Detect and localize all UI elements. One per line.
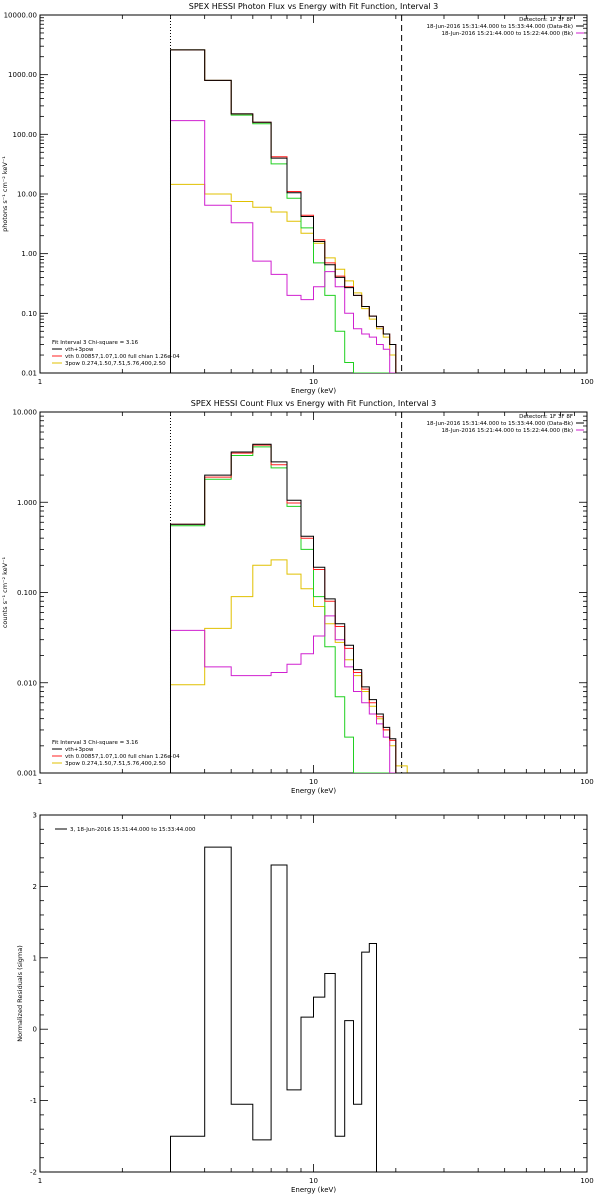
y-tick-label: 100.00: [13, 131, 38, 139]
x-tick-label: 100: [580, 778, 593, 786]
series-line: [170, 615, 418, 773]
x-tick-label: 100: [580, 1177, 593, 1185]
x-tick-label: 1: [38, 378, 42, 386]
y-tick-label: 2: [33, 883, 37, 891]
y-tick-label: -2: [30, 1169, 37, 1177]
series-line: [170, 443, 418, 773]
legend-fit-title: Fit Interval 3 Chi-square = 3.16: [52, 340, 139, 346]
chart-title: SPEX HESSI Photon Flux vs Energy with Fi…: [189, 2, 439, 11]
chart-panel-1: SPEX HESSI Photon Flux vs Energy with Fi…: [1, 2, 594, 395]
y-tick-label: 0.01: [21, 370, 37, 378]
legend-entry: 3pow 0.274,1.50,7.51,5.76,400,2.50: [65, 361, 166, 367]
y-tick-label: 10.000: [13, 409, 38, 417]
y-tick-label: 3: [33, 812, 37, 820]
series-line: [170, 846, 377, 1172]
x-axis-label: Energy (keV): [291, 387, 336, 395]
plot-data: [169, 412, 418, 773]
x-tick-label: 10: [309, 778, 318, 786]
series-line: [170, 49, 418, 373]
legend-entry: 3pow 0.274,1.50,7.51,5.76,400,2.50: [65, 761, 166, 767]
y-tick-label: 1: [33, 954, 37, 962]
plot-data: [169, 15, 418, 373]
y-tick-label: 0: [33, 1026, 37, 1034]
chart-panel-2: SPEX HESSI Count Flux vs Energy with Fit…: [1, 399, 594, 795]
x-axis-label: Energy (keV): [291, 787, 336, 795]
plot-frame: [39, 14, 588, 374]
series-line: [170, 120, 418, 373]
y-axis-label: counts s⁻¹ cm⁻² keV⁻¹: [1, 556, 9, 628]
legend-topright-text: 18-Jun-2016 15:31:44.000 to 15:33:44.000…: [427, 421, 573, 427]
series-line: [170, 446, 418, 773]
legend-topright-text: 18-Jun-2016 15:31:44.000 to 15:33:44.000…: [427, 24, 573, 30]
plot-frame: [39, 814, 588, 1173]
y-tick-label: 1000.00: [8, 71, 37, 79]
y-tick-label: 10.00: [17, 191, 37, 199]
x-tick-label: 10: [309, 1177, 318, 1185]
legend-entry: vth+3pow: [65, 747, 94, 753]
legend-entry: vth 0.00857,1.07,1.00 full chian 1.26e-0…: [65, 354, 180, 360]
y-tick-label: 10000.00: [4, 12, 37, 20]
x-tick-label: 1: [38, 1177, 42, 1185]
x-tick-label: 100: [580, 378, 593, 386]
y-tick-label: 0.10: [21, 310, 37, 318]
plot-data: [170, 846, 377, 1172]
series-line: [170, 49, 418, 373]
chart-panel-3: 1 10 100 Energy (keV) -2 -1 0 1 2 3 Normalized Res…: [16, 812, 594, 1195]
legend-entry: vth 0.00857,1.07,1.00 full chian 1.26e-0…: [65, 754, 180, 760]
legend-topright-text: Detectors: 1F 3F 8F: [519, 17, 573, 23]
chart-title: SPEX HESSI Count Flux vs Energy with Fit…: [191, 399, 436, 408]
y-tick-label: 0.001: [17, 770, 37, 778]
x-axis-label: Energy (keV): [291, 1186, 336, 1194]
y-tick-label: 1.00: [21, 250, 37, 258]
legend-topright-text: 18-Jun-2016 15:21:44.000 to 15:22:44.000…: [441, 31, 573, 37]
y-tick-label: -1: [30, 1097, 37, 1105]
x-tick-label: 1: [38, 778, 42, 786]
y-axis-label: photons s⁻¹ cm⁻² keV⁻¹: [1, 156, 9, 232]
y-axis-label: Normalized Residuals (sigma): [16, 945, 24, 1042]
legend-topright-text: Detectors: 1F 3F 8F: [519, 414, 573, 420]
y-tick-label: 1.000: [17, 499, 37, 507]
y-tick-label: 0.100: [17, 589, 37, 597]
legend-fit-title: Fit Interval 3 Chi-square = 3.16: [52, 740, 139, 746]
y-tick-label: 0.010: [17, 679, 37, 687]
legend-entry: vth+3pow: [65, 347, 94, 353]
legend-topright-text: 18-Jun-2016 15:21:44.000 to 15:22:44.000…: [441, 428, 573, 434]
legend-entry: 3, 18-Jun-2016 15:31:44.000 to 15:33:44.…: [70, 827, 196, 833]
x-tick-label: 10: [309, 378, 318, 386]
series-line: [170, 49, 418, 373]
